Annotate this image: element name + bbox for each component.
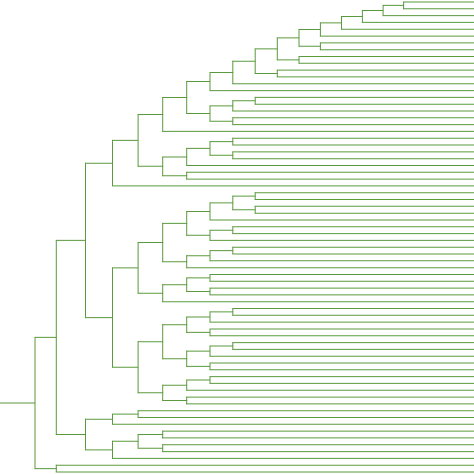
phylogenetic-tree [0, 1, 474, 473]
tree-branches [0, 1, 474, 473]
